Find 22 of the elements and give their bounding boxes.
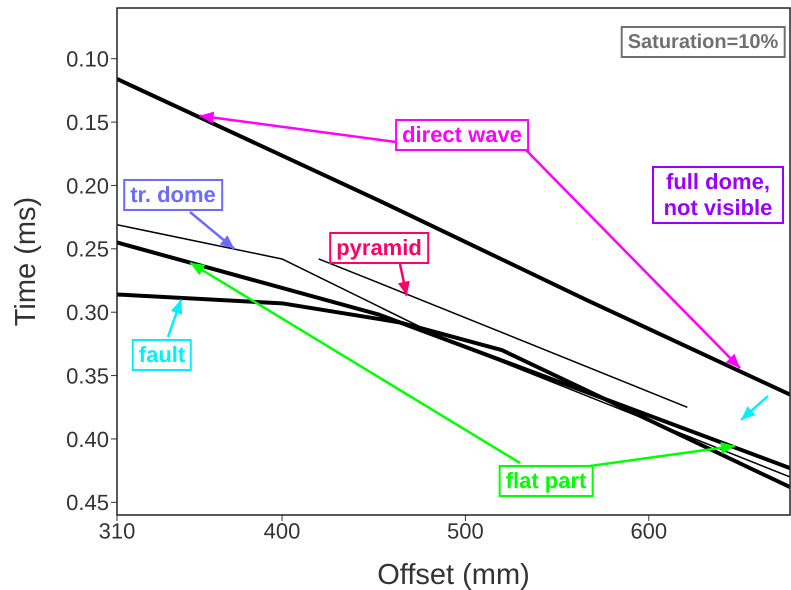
annotation: flat part xyxy=(498,465,594,497)
x-axis-title: Offset (mm) xyxy=(377,559,530,590)
y-tick-label: 0.20 xyxy=(66,173,109,198)
y-tick-label: 0.15 xyxy=(66,110,109,135)
line-series xyxy=(117,76,790,397)
annotation: Saturation=10% xyxy=(620,26,786,58)
y-axis-title: Time (ms) xyxy=(10,196,42,326)
x-tick-label: 500 xyxy=(447,518,484,544)
x-tick-label: 400 xyxy=(264,518,300,544)
y-tick-label: 0.45 xyxy=(66,490,109,516)
annotation: tr. dome xyxy=(123,179,223,211)
annotation: fault xyxy=(132,339,192,371)
annotation: direct wave xyxy=(395,119,529,151)
y-tick-label: 0.25 xyxy=(66,236,109,262)
y-tick-label: 0.40 xyxy=(66,426,109,452)
y-tick-label: 0.10 xyxy=(66,46,109,72)
x-tick-label: 310 xyxy=(98,518,136,544)
y-tick-label: 0.30 xyxy=(66,300,109,326)
y-tick-label: 0.35 xyxy=(66,363,109,388)
annotation: pyramid xyxy=(329,232,429,264)
x-tick-label: 600 xyxy=(630,518,668,544)
annotation: full dome, not visible xyxy=(652,166,784,224)
